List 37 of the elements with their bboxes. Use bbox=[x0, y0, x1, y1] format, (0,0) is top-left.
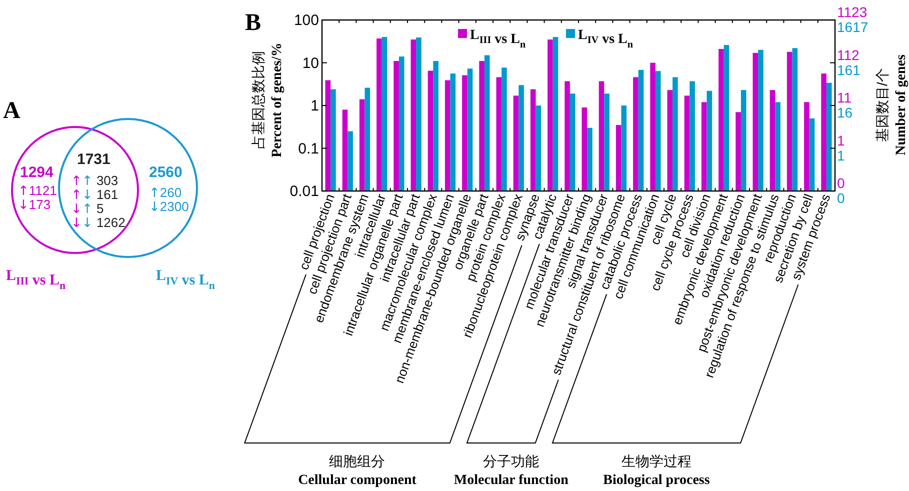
text: 0 bbox=[837, 175, 845, 191]
y-tick-label: 1 bbox=[310, 98, 319, 114]
y-tick-label: 0.01 bbox=[290, 183, 319, 200]
text: 0 bbox=[837, 190, 845, 206]
y2-axis-title: 基因数目/个 Number of genes bbox=[874, 54, 909, 156]
text: 生物学过程 Biological process bbox=[603, 454, 710, 488]
text: 1 bbox=[837, 147, 845, 164]
text: ↓2300 bbox=[149, 199, 189, 215]
category-label: L$_{III}$ vs L$_{n}$ bbox=[6, 268, 66, 292]
text: ↓173 bbox=[18, 197, 51, 213]
text: ↓↑ 5 bbox=[71, 201, 104, 217]
text: ↑260 bbox=[149, 185, 182, 201]
text: ↑1121 bbox=[18, 183, 57, 199]
y-tick-label: 0.1 bbox=[298, 140, 319, 158]
text: A bbox=[3, 98, 21, 124]
y-tick-label: 100 bbox=[294, 12, 319, 29]
chart-title: B bbox=[245, 10, 262, 36]
text: 1123 bbox=[837, 4, 868, 20]
text: ↑↓ 161 bbox=[71, 187, 118, 203]
legend-label: L$_{IV}$ vs L$_{n}$ bbox=[578, 28, 634, 50]
text: 1731 bbox=[77, 151, 110, 168]
text: 161 bbox=[837, 62, 861, 78]
y-tick-label: 10 bbox=[302, 54, 319, 72]
text: 16 bbox=[837, 104, 853, 120]
text: 细胞组分 Cellular component bbox=[298, 454, 417, 488]
y-axis-title: 占基因总数比例 Percent of genes/% bbox=[250, 42, 285, 158]
text: ↑↑ 303 bbox=[71, 173, 118, 189]
text: 1294 bbox=[20, 164, 54, 181]
text: 1617 bbox=[837, 19, 868, 35]
text: 112 bbox=[837, 46, 860, 63]
legend-label: L$_{III}$ vs L$_{n}$ bbox=[470, 28, 526, 50]
text: 分子功能 Molecular function bbox=[454, 454, 569, 488]
text: ↓↓ 1262 bbox=[71, 215, 126, 231]
text: 11 bbox=[837, 90, 852, 106]
text: 1 bbox=[837, 132, 845, 148]
category-label: L$_{IV}$ vs L$_{n}$ bbox=[156, 268, 215, 292]
text: 2560 bbox=[149, 164, 182, 181]
